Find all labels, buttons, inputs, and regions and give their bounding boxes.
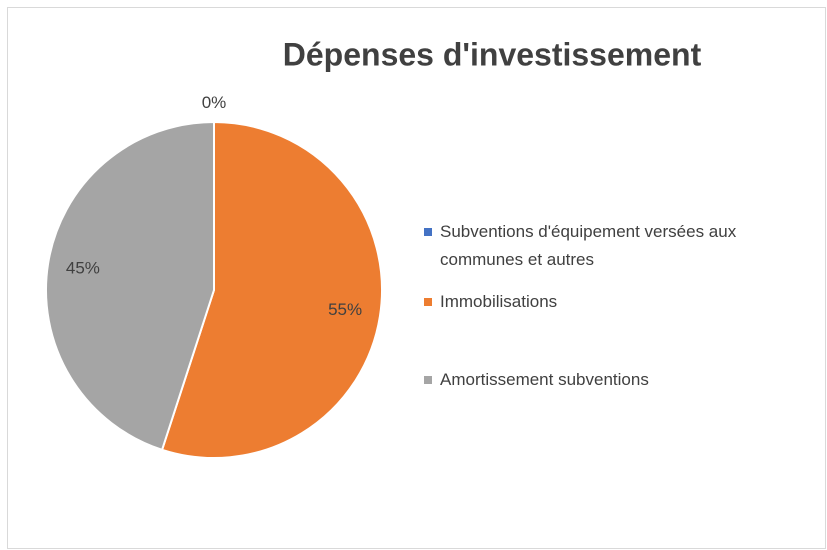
chart-title: Dépenses d'investissement [283, 36, 702, 72]
legend-label: Immobilisations [440, 292, 558, 311]
data-label: 45% [66, 259, 100, 278]
data-label: 0% [202, 93, 227, 112]
legend-item: Amortissement subventions [422, 366, 820, 394]
legend-label: Amortissement subventions [440, 370, 649, 389]
legend-label: Subventions d'équipement versées aux com… [440, 222, 737, 269]
legend-item: Immobilisations [422, 288, 820, 316]
pie-slice [160, 120, 383, 459]
data-label: 55% [328, 300, 362, 319]
legend-swatch [424, 376, 432, 384]
legend-item: Subventions d'équipement versées aux com… [422, 218, 820, 274]
legend-swatch [424, 228, 432, 236]
legend-swatch [424, 298, 432, 306]
pie-slice [45, 120, 215, 452]
